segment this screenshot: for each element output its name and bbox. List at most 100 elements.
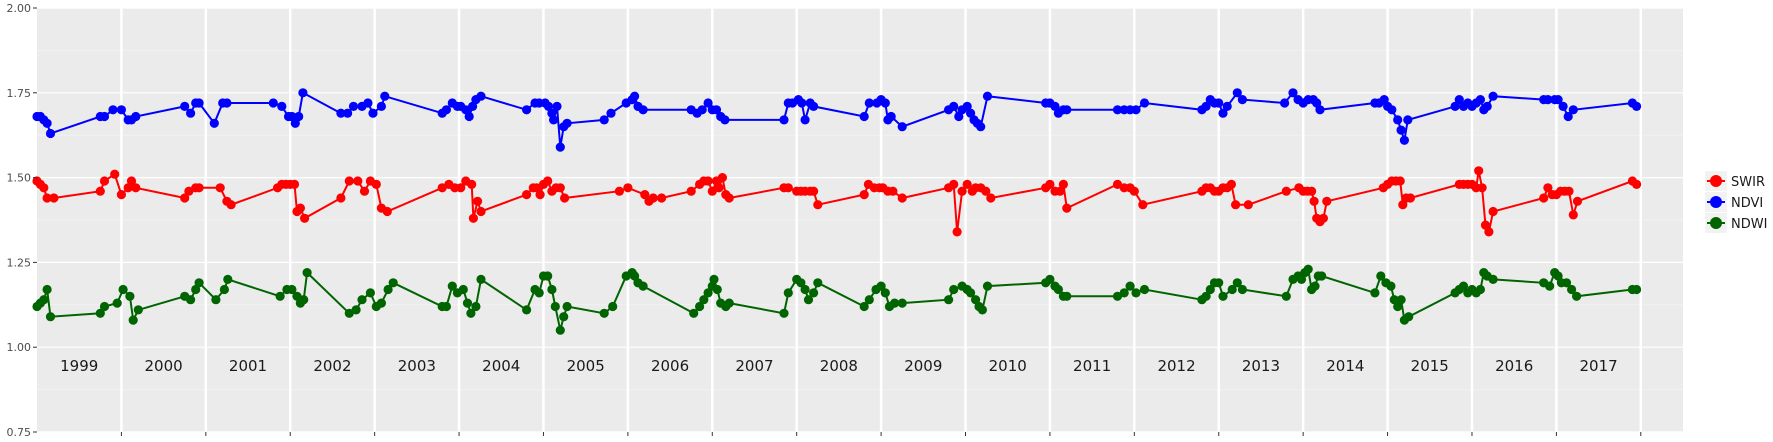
- data-point-ndvi: [522, 105, 532, 115]
- year-separators: [120, 8, 1643, 432]
- data-point-ndwi: [42, 284, 52, 295]
- data-point-swir: [640, 190, 650, 200]
- data-point-swir: [1539, 193, 1549, 203]
- data-point-ndwi: [949, 284, 959, 295]
- data-point-swir: [344, 176, 354, 186]
- data-point-ndwi: [39, 295, 49, 305]
- data-point-ndvi: [1062, 105, 1072, 115]
- data-point-ndvi: [562, 118, 572, 128]
- data-point-ndwi: [351, 305, 361, 315]
- data-point-ndvi: [880, 98, 890, 108]
- data-point-ndvi: [779, 115, 789, 125]
- data-point-ndvi: [1232, 88, 1242, 98]
- data-point-swir: [359, 186, 370, 196]
- data-point-swir: [703, 176, 713, 186]
- legend-label: NDVI: [1731, 196, 1763, 211]
- data-point-swir: [1568, 210, 1578, 220]
- data-point-swir: [1058, 179, 1068, 189]
- data-point-swir: [1322, 196, 1332, 206]
- data-point-ndwi: [712, 284, 722, 295]
- data-point-ndvi: [809, 101, 819, 111]
- legend-key-point: [1710, 175, 1722, 187]
- year-label: 2017: [1579, 357, 1617, 375]
- data-point-ndvi: [897, 122, 907, 132]
- data-point-ndvi: [348, 101, 359, 111]
- data-point-swir: [614, 186, 625, 196]
- data-point-ndvi: [1201, 101, 1211, 111]
- y-tick-label: 1.25: [7, 256, 32, 269]
- data-point-ndwi: [562, 301, 572, 312]
- data-point-ndvi: [1396, 125, 1406, 135]
- data-point-ndwi: [1232, 278, 1242, 288]
- data-point-ndwi: [112, 298, 122, 308]
- legend-item-swir: SWIR: [1705, 171, 1765, 191]
- data-point-ndwi: [1062, 291, 1072, 301]
- data-point-swir: [476, 206, 486, 217]
- data-point-ndvi: [1050, 101, 1060, 111]
- data-point-swir: [724, 193, 734, 203]
- data-point-swir: [555, 183, 565, 193]
- data-point-ndvi: [549, 115, 559, 125]
- data-point-ndwi: [299, 295, 309, 305]
- data-point-ndvi: [1399, 135, 1409, 145]
- data-point-ndwi: [45, 312, 56, 322]
- data-point-ndwi: [944, 295, 954, 305]
- data-point-swir: [194, 183, 204, 193]
- data-point-ndvi: [1543, 95, 1553, 105]
- data-point-swir: [1281, 186, 1291, 196]
- data-point-swir: [456, 183, 466, 193]
- data-point-ndvi: [343, 108, 353, 118]
- data-point-ndwi: [608, 301, 618, 312]
- data-point-ndwi: [462, 298, 473, 308]
- data-point-swir: [1062, 203, 1072, 213]
- data-point-swir: [560, 193, 570, 203]
- data-point-swir: [532, 183, 542, 193]
- data-point-ndwi: [1545, 281, 1555, 291]
- data-point-swir: [859, 190, 869, 200]
- data-point-ndwi: [1310, 281, 1320, 291]
- year-label: 2008: [820, 357, 858, 375]
- data-point-ndwi: [809, 288, 819, 298]
- data-point-swir: [949, 179, 959, 189]
- data-point-ndvi: [1280, 98, 1290, 108]
- data-point-ndvi: [859, 111, 869, 122]
- data-point-ndwi: [699, 295, 709, 305]
- data-point-ndvi: [1403, 115, 1413, 125]
- data-point-swir: [295, 203, 305, 213]
- data-point-ndvi: [1450, 101, 1460, 111]
- data-point-ndwi: [1053, 284, 1063, 295]
- data-point-ndwi: [783, 288, 793, 298]
- data-point-ndvi: [277, 101, 287, 111]
- data-point-ndvi: [555, 142, 565, 152]
- data-point-swir: [39, 183, 49, 193]
- data-point-ndwi: [890, 298, 900, 308]
- data-point-ndwi: [1214, 278, 1224, 288]
- data-point-swir: [957, 186, 967, 196]
- data-point-ndwi: [971, 295, 981, 305]
- data-point-ndwi: [1205, 284, 1215, 295]
- data-point-swir: [110, 169, 120, 179]
- data-point-swir: [623, 183, 633, 193]
- y-tick-label: 1.00: [7, 341, 32, 354]
- data-point-ndvi: [800, 115, 810, 125]
- data-point-ndwi: [458, 284, 468, 295]
- data-point-swir: [1243, 200, 1253, 210]
- data-point-ndvi: [1387, 105, 1397, 115]
- data-point-ndwi: [1317, 271, 1327, 281]
- data-point-ndwi: [344, 308, 354, 318]
- data-point-swir: [522, 190, 532, 200]
- year-label: 2002: [313, 357, 351, 375]
- data-point-ndwi: [559, 312, 569, 322]
- data-point-swir: [99, 176, 110, 186]
- data-point-ndwi: [555, 325, 565, 335]
- data-point-swir: [1055, 186, 1065, 196]
- data-point-ndwi: [1237, 284, 1247, 295]
- data-point-ndvi: [1131, 105, 1141, 115]
- data-point-ndvi: [42, 118, 52, 128]
- data-point-ndwi: [880, 288, 890, 298]
- year-label: 2004: [482, 357, 520, 375]
- year-label: 2000: [145, 357, 183, 375]
- data-point-ndwi: [1396, 295, 1406, 305]
- data-point-ndwi: [1389, 295, 1399, 305]
